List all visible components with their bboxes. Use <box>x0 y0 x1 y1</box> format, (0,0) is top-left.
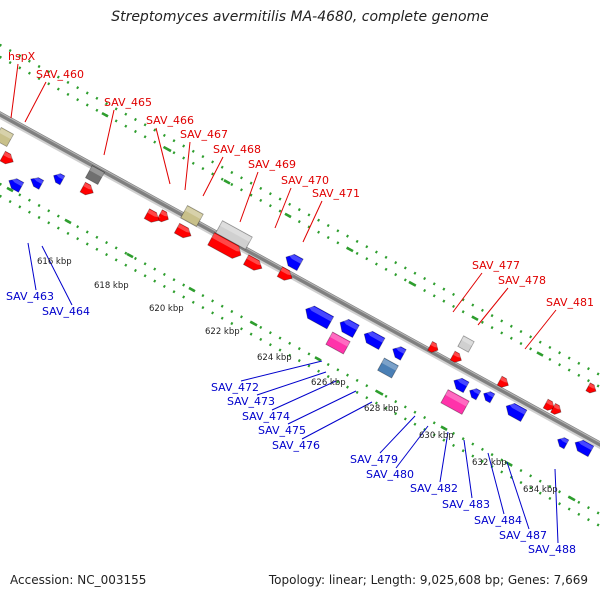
backbone-line <box>0 111 600 447</box>
label-leader-lines <box>10 63 559 544</box>
scale-tick-label: 630 kbp <box>419 431 454 441</box>
gene-label-bottom[interactable]: SAV_488 <box>528 543 576 556</box>
scale-tick-label: 626 kbp <box>311 378 346 388</box>
gene-label-top[interactable]: hspX <box>8 50 36 63</box>
gene-label-top[interactable]: SAV_470 <box>281 174 329 187</box>
gene-upper-3[interactable] <box>496 375 511 390</box>
scale-tick-label: 616 kbp <box>37 257 72 267</box>
gene-label-top[interactable]: SAV_468 <box>213 143 261 156</box>
gene-upper-7[interactable] <box>156 209 171 224</box>
gene-label-bottom[interactable]: SAV_463 <box>6 290 54 303</box>
gene-sav-470-c[interactable] <box>276 266 295 283</box>
gene-upper-2[interactable] <box>457 335 475 353</box>
gene-lower-2[interactable] <box>51 171 66 186</box>
gene-sav-470[interactable] <box>207 232 245 262</box>
scale-tick-label: 624 kbp <box>257 353 292 363</box>
scale-tick-labels: 616 kbp 618 kbp 620 kbp 622 kbp 624 kbp 626 k… <box>37 257 558 495</box>
gene-sav-470-b[interactable] <box>242 254 264 273</box>
gene-lower-10[interactable] <box>467 386 482 401</box>
track-dots-0 <box>0 43 600 377</box>
gene-lower-8[interactable] <box>377 357 399 379</box>
gene-label-bottom[interactable]: SAV_482 <box>410 482 458 495</box>
gene-sav-469[interactable] <box>215 220 253 250</box>
gene-label-top[interactable]: SAV_478 <box>498 274 546 287</box>
gene-lower-5[interactable] <box>361 328 386 351</box>
gene-label-top[interactable]: SAV_477 <box>472 259 520 272</box>
gene-lower-1[interactable] <box>28 175 45 190</box>
scale-tick-label: 622 kbp <box>205 327 240 337</box>
gene-sav-466[interactable] <box>143 208 162 225</box>
gene-sav-460[interactable] <box>0 150 16 166</box>
gene-upper-5[interactable] <box>550 402 564 416</box>
scale-tick-label: 634 kbp <box>523 485 558 495</box>
gene-lower-14[interactable] <box>572 437 595 458</box>
gene-label-bottom[interactable]: SAV_480 <box>366 468 414 481</box>
track-dot-lines <box>0 43 600 528</box>
gene-lower-7[interactable] <box>325 331 351 355</box>
track-dots-1 <box>0 55 600 389</box>
gene-lower-12[interactable] <box>481 389 496 404</box>
gene-label-top[interactable]: SAV_481 <box>546 296 594 309</box>
gene-lower-4[interactable] <box>337 317 360 339</box>
accession-label: Accession: NC_003155 <box>10 573 147 587</box>
gene-sav-471[interactable] <box>283 251 304 272</box>
gene-label-top[interactable]: SAV_465 <box>104 96 152 109</box>
gene-label-bottom[interactable]: SAV_472 <box>211 381 259 394</box>
gene-upper-1[interactable] <box>449 350 464 365</box>
gene-label-bottom[interactable]: SAV_476 <box>272 439 320 452</box>
track-dots-3 <box>0 194 600 528</box>
track-dots-2 <box>0 182 600 516</box>
gene-label-bottom[interactable]: SAV_487 <box>499 529 547 542</box>
gene-label-bottom[interactable]: SAV_479 <box>350 453 398 466</box>
gene-label-top[interactable]: SAV_469 <box>248 158 296 171</box>
gene-label-top[interactable]: SAV_460 <box>36 68 84 81</box>
gene-sav-465[interactable] <box>84 164 106 186</box>
gene-lower-0[interactable] <box>6 176 25 193</box>
gene-label-bottom[interactable]: SAV_484 <box>474 514 522 527</box>
gene-upper-4[interactable] <box>542 398 557 413</box>
gene-lower-13[interactable] <box>503 400 528 423</box>
gene-lower-3[interactable] <box>302 303 335 330</box>
gene-label-top[interactable]: SAV_466 <box>146 114 194 127</box>
gene-label-bottom[interactable]: SAV_475 <box>258 424 306 437</box>
gene-sav-467[interactable] <box>180 204 204 228</box>
gene-lower-9[interactable] <box>451 375 470 394</box>
gene-label-bottom[interactable]: SAV_473 <box>227 395 275 408</box>
gene-label-bottom[interactable]: SAV_474 <box>242 410 290 423</box>
genome-title: Streptomyces avermitilis MA-4680, comple… <box>111 9 489 25</box>
gene-upper-0[interactable] <box>427 340 441 354</box>
scale-tick-label: 632 kbp <box>472 458 507 468</box>
gene-sav-465-red[interactable] <box>79 181 96 197</box>
gene-label-top[interactable]: SAV_471 <box>312 187 360 200</box>
gene-features <box>0 126 598 458</box>
gene-lower-11[interactable] <box>440 389 470 415</box>
gene-lower-6[interactable] <box>390 344 407 361</box>
scale-tick-label: 620 kbp <box>149 304 184 314</box>
genome-summary: Topology: linear; Length: 9,025,608 bp; … <box>268 573 588 587</box>
gene-hspx[interactable] <box>0 126 15 148</box>
gene-label-bottom[interactable]: SAV_464 <box>42 305 90 318</box>
gene-lower-15[interactable] <box>555 435 570 450</box>
gene-upper-6[interactable] <box>585 382 598 395</box>
gene-sav-468[interactable] <box>173 222 193 240</box>
gene-label-bottom[interactable]: SAV_483 <box>442 498 490 511</box>
scale-tick-label: 628 kbp <box>364 404 399 414</box>
gene-label-top[interactable]: SAV_467 <box>180 128 228 141</box>
scale-tick-label: 618 kbp <box>94 281 129 291</box>
